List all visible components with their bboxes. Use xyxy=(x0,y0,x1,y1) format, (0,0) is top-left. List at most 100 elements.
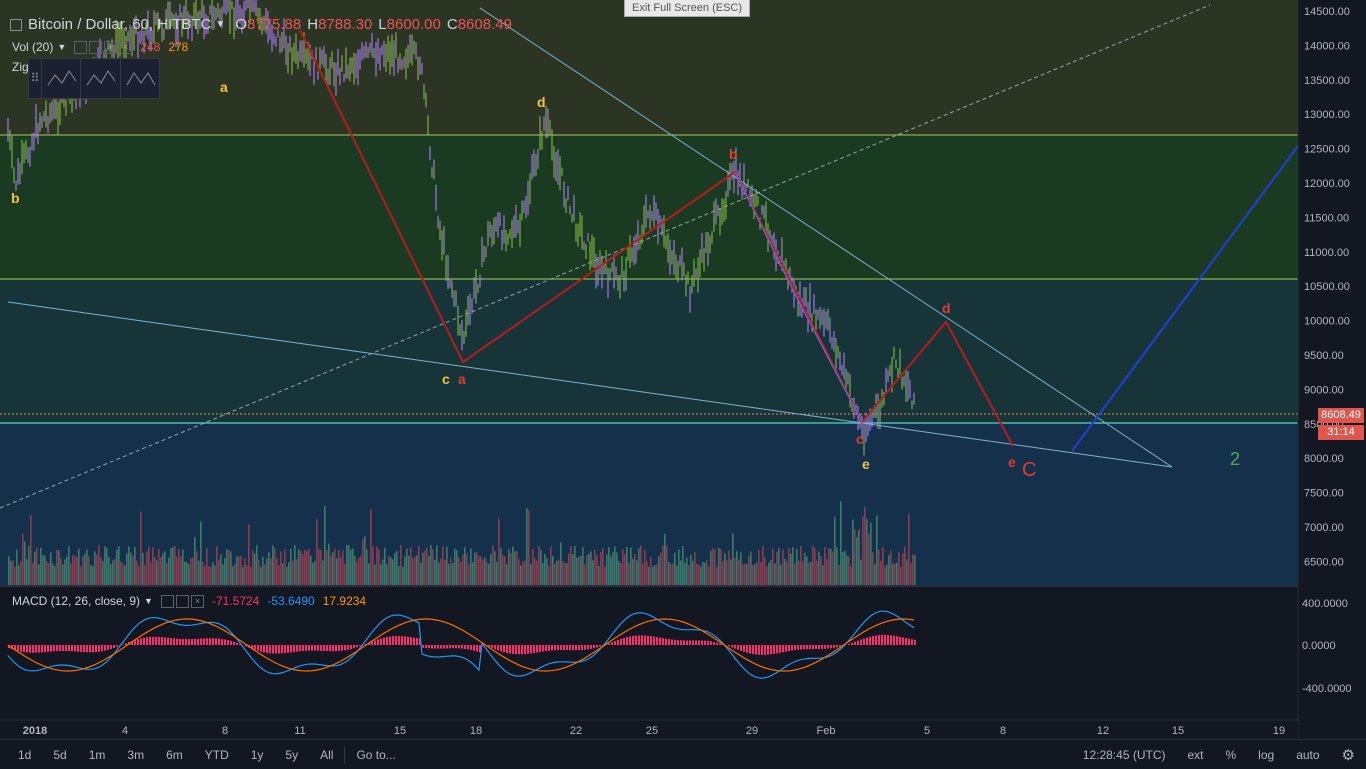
volume-bar xyxy=(872,552,874,585)
drag-handle-icon[interactable]: ⠿ xyxy=(29,59,42,98)
macd-hist-bar xyxy=(671,640,673,645)
macd-hist-bar xyxy=(311,645,313,651)
collapse-icon[interactable] xyxy=(10,19,22,31)
volume-bar xyxy=(74,556,76,585)
volume-bar xyxy=(172,547,174,585)
range-ytd[interactable]: YTD xyxy=(194,748,240,762)
volume-value-2: 278 xyxy=(168,40,188,54)
pattern-15-icon[interactable] xyxy=(42,59,81,98)
macd-hist-bar xyxy=(158,637,160,645)
macd-hist-bar xyxy=(863,639,865,645)
range-1m[interactable]: 1m xyxy=(78,748,117,762)
macd-hist-bar xyxy=(821,645,823,649)
macd-hide-icon[interactable] xyxy=(161,595,174,608)
volume-bar xyxy=(378,550,380,585)
volume-bar xyxy=(766,566,768,585)
macd-hist-bar xyxy=(860,640,862,645)
volume-bar xyxy=(242,567,244,585)
ext-toggle[interactable]: ext xyxy=(1176,748,1214,762)
range-1y[interactable]: 1y xyxy=(240,748,275,762)
symbol-title[interactable]: Bitcoin / Dollar, 60, HITBTC xyxy=(28,16,211,33)
exit-fullscreen-button[interactable]: Exit Full Screen (ESC) xyxy=(624,0,750,17)
macd-hist-bar xyxy=(476,645,478,652)
range-5d[interactable]: 5d xyxy=(42,748,77,762)
volume-bar xyxy=(476,552,478,585)
goto-button[interactable]: Go to... xyxy=(345,748,406,762)
macd-hist-bar xyxy=(536,645,538,652)
macd-hist-bar xyxy=(500,645,502,651)
pattern-ae-icon[interactable] xyxy=(81,59,120,98)
macd-hist-bar xyxy=(308,645,310,651)
volume-bar xyxy=(834,517,836,585)
volume-hide-icon[interactable] xyxy=(74,41,87,54)
volume-bar xyxy=(446,547,448,585)
macd-chevron-icon[interactable]: ▼ xyxy=(144,596,153,606)
volume-bar xyxy=(678,549,680,585)
macd-hist-bar xyxy=(539,645,541,652)
macd-hist-bar xyxy=(20,645,22,652)
volume-bar xyxy=(512,547,514,585)
macd-close-icon[interactable]: × xyxy=(191,595,204,608)
volume-bar xyxy=(80,566,82,585)
volume-bar xyxy=(22,533,24,585)
macd-hist-bar xyxy=(77,645,79,652)
volume-bar xyxy=(832,552,834,585)
volume-bar xyxy=(222,564,224,585)
volume-bar xyxy=(648,567,650,585)
range-6m[interactable]: 6m xyxy=(155,748,194,762)
macd-hist-bar xyxy=(401,636,403,645)
volume-bar xyxy=(770,560,772,585)
volume-bar xyxy=(114,559,116,585)
range-3m[interactable]: 3m xyxy=(116,748,155,762)
volume-bar xyxy=(122,563,124,585)
range-5y[interactable]: 5y xyxy=(274,748,309,762)
time-axis-label: 15 xyxy=(1172,725,1184,737)
volume-title[interactable]: Vol (20) xyxy=(12,40,53,54)
auto-toggle[interactable]: auto xyxy=(1285,748,1330,762)
volume-chevron-icon[interactable]: ▼ xyxy=(57,42,66,52)
macd-hist-bar xyxy=(347,645,349,650)
macd-hist-bar xyxy=(191,639,193,645)
drawing-toolbar: ⠿ xyxy=(28,58,160,99)
range-1d[interactable]: 1d xyxy=(0,748,42,762)
gear-icon[interactable]: ⚙ xyxy=(1331,746,1366,764)
volume-bar xyxy=(296,559,298,585)
macd-hist-bar xyxy=(344,645,346,650)
symbol-menu-chevron-icon[interactable]: ▼ xyxy=(215,19,225,30)
time-axis-label: 12 xyxy=(1097,725,1109,737)
range-all[interactable]: All xyxy=(309,748,344,762)
percent-toggle[interactable]: % xyxy=(1215,748,1248,762)
macd-settings-icon[interactable] xyxy=(176,595,189,608)
volume-bar xyxy=(518,559,520,585)
macd-hist-bar xyxy=(530,645,532,653)
volume-bar xyxy=(332,552,334,585)
volume-settings-icon[interactable] xyxy=(89,41,102,54)
volume-bar xyxy=(626,547,628,585)
macd-hist-bar xyxy=(305,645,307,651)
volume-bar xyxy=(204,566,206,585)
volume-bar xyxy=(106,548,108,585)
zig-legend[interactable]: Zig xyxy=(12,60,29,74)
macd-hist-bar xyxy=(911,639,913,645)
volume-bar xyxy=(32,563,34,585)
macd-hist-bar xyxy=(116,645,118,647)
macd-hist-bar xyxy=(35,645,37,653)
macd-title[interactable]: MACD (12, 26, close, 9) xyxy=(12,594,140,608)
volume-bar xyxy=(754,564,756,585)
volume-bar xyxy=(800,546,802,585)
pattern-ac-icon[interactable] xyxy=(121,59,159,98)
volume-bar xyxy=(96,555,98,585)
macd-hist-bar xyxy=(455,645,457,648)
clock[interactable]: 12:28:45 (UTC) xyxy=(1072,748,1177,762)
log-toggle[interactable]: log xyxy=(1247,748,1285,762)
price-axis-label: 14500.00 xyxy=(1304,6,1350,18)
macd-axis-label: -400.0000 xyxy=(1302,683,1352,695)
macd-hist-bar xyxy=(881,635,883,645)
volume-bar xyxy=(636,560,638,585)
macd-hist-bar xyxy=(491,645,493,648)
volume-add-icon[interactable]: + xyxy=(104,41,117,54)
macd-hist-bar xyxy=(650,636,652,645)
volume-close-icon[interactable]: × xyxy=(119,41,132,54)
macd-hist-bar xyxy=(749,645,751,653)
